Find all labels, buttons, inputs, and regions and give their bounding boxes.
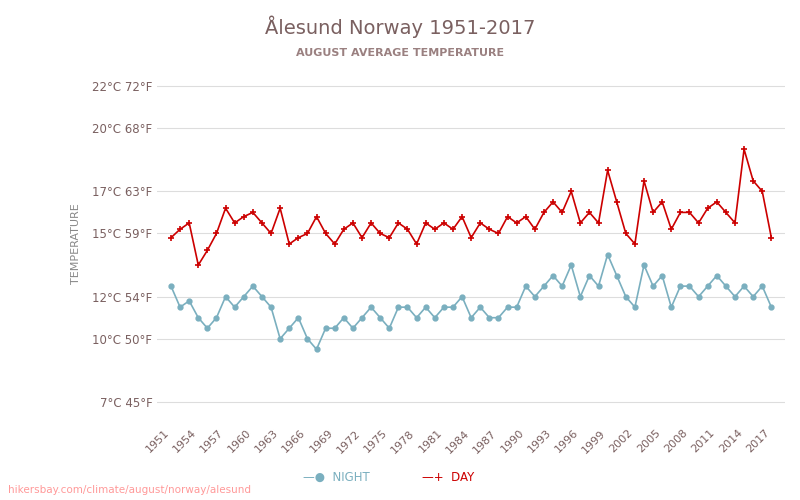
Text: hikersbay.com/climate/august/norway/alesund: hikersbay.com/climate/august/norway/ales… (8, 485, 251, 495)
Text: —●  NIGHT: —● NIGHT (302, 471, 370, 484)
Text: AUGUST AVERAGE TEMPERATURE: AUGUST AVERAGE TEMPERATURE (296, 48, 504, 58)
Text: —+  DAY: —+ DAY (422, 471, 474, 484)
Y-axis label: TEMPERATURE: TEMPERATURE (71, 204, 81, 284)
Text: Ålesund Norway 1951-2017: Ålesund Norway 1951-2017 (265, 15, 535, 38)
